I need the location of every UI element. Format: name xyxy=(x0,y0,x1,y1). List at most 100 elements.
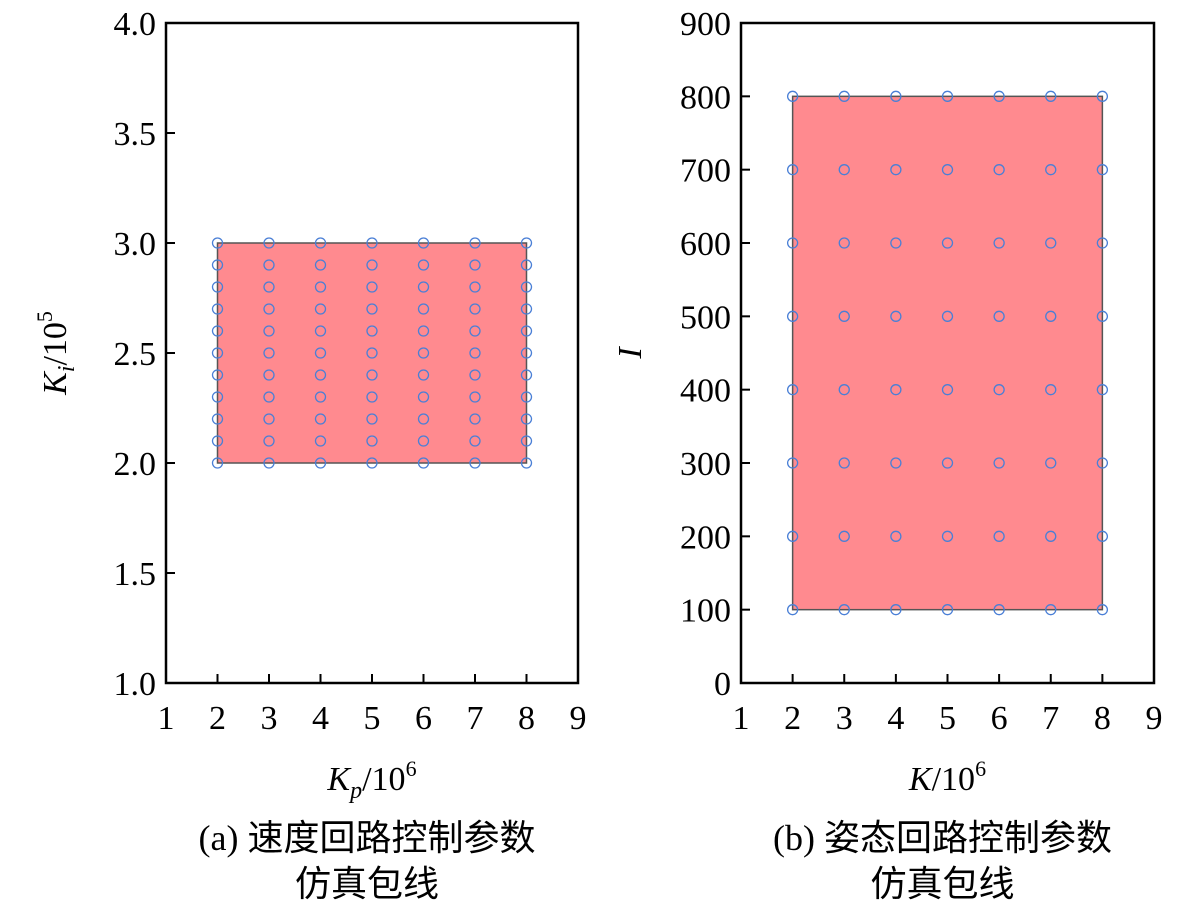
point xyxy=(786,384,799,396)
x-tick-label: 6 xyxy=(991,700,1008,737)
point xyxy=(366,281,378,293)
caption: 仿真包线 xyxy=(870,864,1014,904)
x-tick-label: 8 xyxy=(1094,700,1111,737)
label-sub: p xyxy=(348,778,362,804)
point xyxy=(786,530,799,542)
point xyxy=(417,237,430,249)
point xyxy=(890,530,902,542)
y-tick-label: 2.0 xyxy=(114,446,157,483)
point xyxy=(314,457,327,469)
point xyxy=(941,310,954,322)
point xyxy=(211,435,224,447)
caption: 仿真包线 xyxy=(295,864,439,904)
point xyxy=(890,90,902,102)
y-tick-label: 0 xyxy=(714,666,731,703)
point xyxy=(1096,237,1109,249)
x-tick-label: 3 xyxy=(836,700,853,737)
point xyxy=(469,281,481,293)
point xyxy=(1045,310,1057,322)
point xyxy=(263,347,275,359)
point xyxy=(263,281,275,293)
point xyxy=(520,303,533,315)
point xyxy=(469,369,481,381)
point xyxy=(1096,384,1109,396)
point xyxy=(1045,164,1057,176)
point xyxy=(941,530,954,542)
x-tick-label: 9 xyxy=(570,700,587,737)
y-tick-label: 3.0 xyxy=(114,226,157,263)
point xyxy=(366,391,378,403)
y-tick-label: 3.5 xyxy=(114,116,157,153)
point xyxy=(263,259,275,271)
point xyxy=(314,435,327,447)
point xyxy=(786,90,799,102)
point xyxy=(211,457,224,469)
envelope xyxy=(791,95,1104,611)
y-tick-label: 1.0 xyxy=(114,666,157,703)
point xyxy=(1096,530,1109,542)
point xyxy=(314,347,327,359)
point xyxy=(314,369,327,381)
point xyxy=(1096,604,1109,616)
point xyxy=(469,237,481,249)
point xyxy=(1045,457,1057,469)
point xyxy=(263,369,275,381)
point xyxy=(941,604,954,616)
point xyxy=(417,281,430,293)
x-tick-label: 7 xyxy=(1042,700,1059,737)
point xyxy=(993,384,1005,396)
point xyxy=(993,164,1005,176)
point xyxy=(211,325,224,337)
point xyxy=(366,347,378,359)
label-base: K xyxy=(908,761,934,798)
point xyxy=(366,325,378,337)
point xyxy=(417,435,430,447)
point xyxy=(314,281,327,293)
point xyxy=(993,530,1005,542)
x-tick-label: 5 xyxy=(364,700,381,737)
point xyxy=(838,310,850,322)
point xyxy=(1045,530,1057,542)
point xyxy=(993,90,1005,102)
label-rest: /10 xyxy=(932,761,975,798)
y-tick-label: 200 xyxy=(680,519,731,556)
point xyxy=(417,325,430,337)
envelope xyxy=(216,242,528,464)
point xyxy=(1045,384,1057,396)
y-tick-label: 1.5 xyxy=(114,556,157,593)
point xyxy=(417,413,430,425)
point xyxy=(469,303,481,315)
point xyxy=(838,164,850,176)
point xyxy=(469,347,481,359)
point xyxy=(838,384,850,396)
point xyxy=(1096,90,1109,102)
point xyxy=(786,604,799,616)
y-tick-label: 500 xyxy=(680,299,731,336)
point xyxy=(469,413,481,425)
x-tick-label: 4 xyxy=(312,700,329,737)
point xyxy=(366,457,378,469)
point xyxy=(993,310,1005,322)
point xyxy=(941,457,954,469)
y-tick-label: 2.5 xyxy=(114,336,157,373)
point xyxy=(211,237,224,249)
x-tick-label: 3 xyxy=(261,700,278,737)
point xyxy=(993,237,1005,249)
point xyxy=(263,435,275,447)
point xyxy=(417,303,430,315)
point xyxy=(1096,164,1109,176)
point xyxy=(1096,310,1109,322)
x-tick-label: 8 xyxy=(518,700,535,737)
label-base: K xyxy=(326,761,352,798)
point xyxy=(890,604,902,616)
point xyxy=(838,237,850,249)
point xyxy=(366,413,378,425)
x-tick-label: 7 xyxy=(467,700,484,737)
point xyxy=(211,413,224,425)
point xyxy=(838,604,850,616)
point xyxy=(469,435,481,447)
point xyxy=(520,325,533,337)
label-sup: 5 xyxy=(32,311,57,322)
point xyxy=(366,303,378,315)
point xyxy=(890,384,902,396)
